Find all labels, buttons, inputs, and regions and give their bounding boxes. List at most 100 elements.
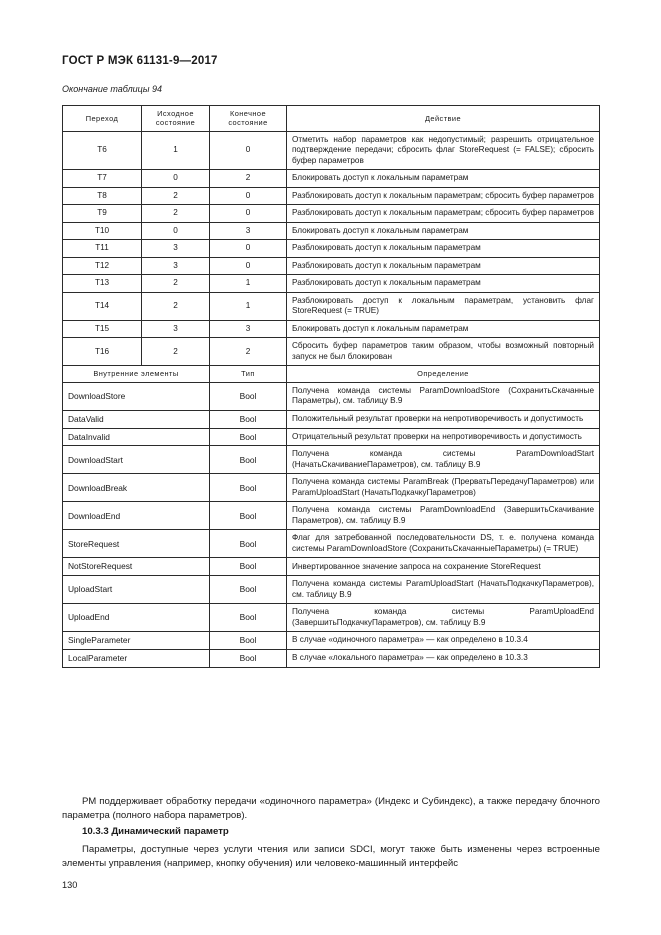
table-row: LocalParameter Bool В случае «локального…: [62, 648, 600, 668]
cell-element-definition: Отрицательный результат проверки на непр…: [286, 427, 600, 447]
cell-to-state: 0: [209, 239, 287, 258]
cell-element-name: UploadStart: [62, 575, 210, 605]
cell-transition: T14: [62, 291, 142, 321]
column-header-definition: Определение: [286, 365, 600, 383]
table-row: DownloadStore Bool Получена команда сист…: [62, 381, 600, 411]
table-row: UploadStart Bool Получена команда систем…: [62, 575, 600, 605]
cell-from-state: 2: [141, 204, 210, 223]
column-header-to-state: Конечное состояние: [209, 105, 287, 132]
cell-transition: T12: [62, 256, 142, 276]
table-row: T6 1 0 Отметить набор параметров как нед…: [62, 130, 600, 171]
table-row: T11 3 0 Разблокировать доступ к локальны…: [62, 239, 600, 258]
column-header-type: Тип: [209, 365, 287, 383]
table-row: T7 0 2 Блокировать доступ к локальным па…: [62, 169, 600, 188]
table-row: T8 2 0 Разблокировать доступ к локальным…: [62, 186, 600, 206]
standard-title: ГОСТ Р МЭК 61131-9—2017: [62, 55, 218, 67]
table-row: T14 2 1 Разблокировать доступ к локальны…: [62, 291, 600, 321]
cell-element-type: Bool: [209, 575, 287, 605]
table-row: T13 2 1 Разблокировать доступ к локальны…: [62, 274, 600, 293]
cell-action: Разблокировать доступ к локальным параме…: [286, 291, 600, 321]
cell-from-state: 2: [141, 337, 210, 367]
cell-element-name: DownloadEnd: [62, 501, 210, 531]
cell-action: Блокировать доступ к локальным параметра…: [286, 319, 600, 339]
table-row: DataValid Bool Положительный результат п…: [62, 409, 600, 429]
column-header-internal-elements: Внутренние элементы: [62, 365, 210, 383]
table-body: Переход Исходное состояние Конечное сост…: [62, 105, 600, 668]
cell-element-type: Bool: [209, 473, 287, 503]
cell-element-definition: В случае «одиночного параметра» — как оп…: [286, 631, 600, 650]
cell-transition: T13: [62, 274, 142, 293]
cell-to-state: 1: [209, 274, 287, 293]
cell-element-name: DownloadBreak: [62, 473, 210, 503]
cell-element-type: Bool: [209, 427, 287, 447]
cell-element-name: LocalParameter: [62, 648, 210, 668]
cell-element-type: Bool: [209, 445, 287, 475]
cell-action: Разблокировать доступ к локальным параме…: [286, 186, 600, 206]
cell-to-state: 1: [209, 291, 287, 321]
cell-to-state: 3: [209, 221, 287, 241]
table-row: T10 0 3 Блокировать доступ к локальным п…: [62, 221, 600, 241]
cell-element-definition: Получена команда системы ParamDownloadSt…: [286, 445, 600, 475]
cell-action: Разблокировать доступ к локальным параме…: [286, 239, 600, 258]
cell-action: Сбросить буфер параметров таким образом,…: [286, 337, 600, 367]
paragraph-dynamic-parameter: Параметры, доступные через услуги чтения…: [62, 843, 600, 870]
cell-from-state: 0: [141, 169, 210, 188]
table-row: UploadEnd Bool Получена команда системы …: [62, 603, 600, 633]
cell-element-definition: Получена команда системы ParamUploadEnd …: [286, 603, 600, 633]
page-number: 130: [62, 880, 78, 890]
cell-element-name: UploadEnd: [62, 603, 210, 633]
table-row: DownloadBreak Bool Получена команда сист…: [62, 473, 600, 503]
transitions-table: Переход Исходное состояние Конечное сост…: [62, 105, 600, 668]
cell-element-definition: Флаг для затребованной последовательност…: [286, 529, 600, 559]
table-row: SingleParameter Bool В случае «одиночног…: [62, 631, 600, 650]
cell-element-definition: Положительный результат проверки на непр…: [286, 409, 600, 429]
cell-transition: T7: [62, 169, 142, 188]
cell-transition: T10: [62, 221, 142, 241]
cell-element-definition: Получена команда системы ParamDownloadEn…: [286, 501, 600, 531]
table-caption: Окончание таблицы 94: [62, 84, 162, 94]
cell-from-state: 3: [141, 319, 210, 339]
table-row: DataInvalid Bool Отрицательный результат…: [62, 427, 600, 447]
cell-element-definition: В случае «локального параметра» — как оп…: [286, 648, 600, 668]
column-header-from-state: Исходное состояние: [141, 105, 210, 132]
cell-element-type: Bool: [209, 501, 287, 531]
cell-transition: T8: [62, 186, 142, 206]
cell-element-definition: Получена команда системы ParamUploadStar…: [286, 575, 600, 605]
table-header-row: Переход Исходное состояние Конечное сост…: [62, 105, 600, 132]
cell-action: Разблокировать доступ к локальным параме…: [286, 204, 600, 223]
cell-to-state: 0: [209, 204, 287, 223]
cell-element-type: Bool: [209, 557, 287, 577]
table-row: T12 3 0 Разблокировать доступ к локальны…: [62, 256, 600, 276]
cell-transition: T16: [62, 337, 142, 367]
cell-from-state: 2: [141, 274, 210, 293]
cell-transition: T6: [62, 130, 142, 171]
cell-element-name: DataValid: [62, 409, 210, 429]
cell-element-name: DataInvalid: [62, 427, 210, 447]
cell-from-state: 0: [141, 221, 210, 241]
cell-element-name: SingleParameter: [62, 631, 210, 650]
cell-to-state: 0: [209, 186, 287, 206]
table-row: StoreRequest Bool Флаг для затребованной…: [62, 529, 600, 559]
paragraph-text: РМ поддерживает обработку передачи «один…: [62, 796, 600, 821]
cell-element-definition: Получена команда системы ParamDownloadSt…: [286, 381, 600, 411]
table-row: NotStoreRequest Bool Инвертированное зна…: [62, 557, 600, 577]
cell-element-type: Bool: [209, 603, 287, 633]
cell-element-definition: Получена команда системы ParamBreak (Пре…: [286, 473, 600, 503]
cell-to-state: 2: [209, 169, 287, 188]
cell-element-type: Bool: [209, 529, 287, 559]
cell-element-type: Bool: [209, 648, 287, 668]
cell-action: Разблокировать доступ к локальным параме…: [286, 256, 600, 276]
table-row: DownloadEnd Bool Получена команда систем…: [62, 501, 600, 531]
cell-action: Отметить набор параметров как недопустим…: [286, 130, 600, 171]
table-row: T15 3 3 Блокировать доступ к локальным п…: [62, 319, 600, 339]
cell-element-type: Bool: [209, 409, 287, 429]
section-heading-10-3-3: 10.3.3 Динамический параметр: [82, 826, 229, 837]
cell-from-state: 2: [141, 291, 210, 321]
cell-element-type: Bool: [209, 381, 287, 411]
cell-action: Блокировать доступ к локальным параметра…: [286, 221, 600, 241]
cell-from-state: 1: [141, 130, 210, 171]
cell-transition: T9: [62, 204, 142, 223]
cell-action: Блокировать доступ к локальным параметра…: [286, 169, 600, 188]
cell-action: Разблокировать доступ к локальным параме…: [286, 274, 600, 293]
